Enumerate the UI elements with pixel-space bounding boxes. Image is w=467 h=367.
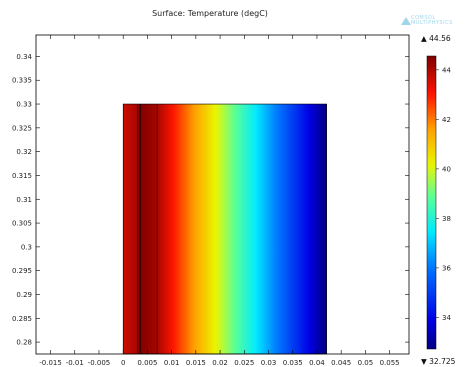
x-tick-label: 0.025 (234, 359, 254, 367)
y-tick-label: 0.33 (16, 101, 32, 109)
y-tick-label: 0.305 (12, 220, 32, 228)
colorbar-tick-label: 40 (442, 165, 451, 173)
x-tick-label: 0.04 (309, 359, 325, 367)
x-tick-label: 0.055 (380, 359, 400, 367)
y-tick-label: 0.31 (16, 196, 32, 204)
y-tick-label: 0.28 (16, 339, 32, 347)
temperature-field (123, 104, 327, 354)
colorbar-tick-label: 34 (442, 314, 451, 322)
x-tick-label: -0.01 (66, 359, 84, 367)
logo-text: COMSOL MULTIPHYSICS (411, 15, 453, 26)
axes-frame (35, 34, 410, 355)
y-tick-label: 0.325 (12, 124, 32, 132)
colorbar (426, 55, 437, 350)
colorbar-tick-label: 42 (442, 116, 451, 124)
y-tick-label: 0.29 (16, 291, 32, 299)
colorbar-tick-label: 36 (442, 264, 451, 272)
x-tick-label: 0.035 (283, 359, 303, 367)
colorbar-tick-label: 44 (442, 66, 451, 74)
x-tick-label: 0.005 (137, 359, 157, 367)
comsol-logo: COMSOL MULTIPHYSICS (401, 16, 461, 28)
chart-title: Surface: Temperature (degC) (152, 9, 268, 18)
x-tick-label: 0.05 (358, 359, 374, 367)
x-tick-label: -0.015 (39, 359, 62, 367)
x-tick-label: 0.045 (331, 359, 351, 367)
y-tick-label: 0.34 (16, 53, 32, 61)
x-tick-label: 0.015 (186, 359, 206, 367)
x-tick-label: 0.02 (212, 359, 228, 367)
y-tick-label: 0.335 (12, 77, 32, 85)
colorbar-max-label: ▲ 44.56 (421, 34, 451, 43)
x-tick-label: -0.005 (88, 359, 111, 367)
colorbar-tick-label: 38 (442, 215, 451, 223)
y-tick-label: 0.32 (16, 148, 32, 156)
colorbar-min-label: ▼ 32.725 (421, 357, 456, 366)
x-tick-label: 0 (121, 359, 125, 367)
y-tick-label: 0.285 (12, 315, 32, 323)
x-tick-label: 0.03 (261, 359, 277, 367)
logo-icon (401, 17, 411, 25)
x-tick-label: 0.01 (164, 359, 180, 367)
y-tick-label: 0.295 (12, 267, 32, 275)
y-tick-label: 0.3 (21, 243, 32, 251)
y-tick-label: 0.315 (12, 172, 32, 180)
